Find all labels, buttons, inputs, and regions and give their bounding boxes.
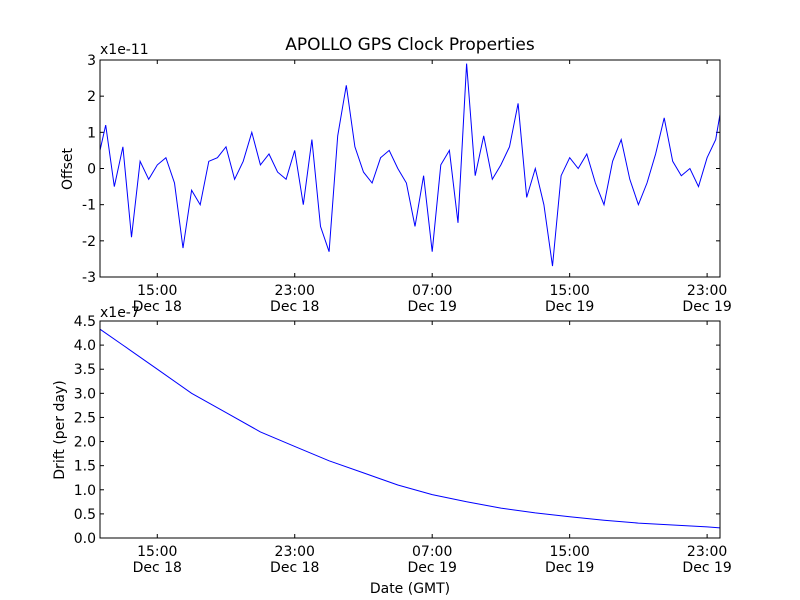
offset-panel: APOLLO GPS Clock Properties x1e-11 3 2 1 0 -…: [60, 35, 732, 315]
drift-x-tick-time: 23:00: [687, 544, 727, 560]
offset-y-tick-label: 2: [87, 89, 96, 105]
drift-y-ticks: 4.5 4.0 3.5 3.0 2.5 2.0 1.5 1.0 0.5 0.0: [74, 314, 720, 547]
offset-x-tick-date: Dec 19: [408, 299, 457, 315]
offset-y-tick-label: -2: [82, 234, 96, 250]
drift-y-axis-label: Drift (per day): [52, 380, 68, 479]
drift-x-tick-date: Dec 18: [133, 560, 182, 576]
offset-x-tick-date: Dec 19: [545, 299, 594, 315]
drift-multiplier: x1e-7: [100, 305, 140, 321]
offset-x-tick-time: 15:00: [549, 283, 589, 299]
offset-multiplier: x1e-11: [100, 42, 149, 58]
drift-y-tick-label: 2.0: [74, 435, 96, 451]
drift-y-tick-label: 1.0: [74, 483, 96, 499]
offset-x-tick-date: Dec 18: [270, 299, 319, 315]
drift-y-tick-label: 0.0: [74, 531, 96, 547]
offset-y-tick-label: 3: [87, 53, 96, 69]
offset-y-tick-label: 0: [87, 162, 96, 178]
drift-y-tick-label: 1.5: [74, 459, 96, 475]
drift-plot-frame: [99, 320, 721, 539]
drift-y-tick-label: 4.0: [74, 338, 96, 354]
drift-y-tick-label: 3.0: [74, 386, 96, 402]
offset-x-tick-time: 23:00: [687, 283, 727, 299]
drift-x-tick-date: Dec 19: [682, 560, 731, 576]
offset-y-tick-label: -1: [82, 198, 96, 214]
drift-x-tick-date: Dec 19: [408, 560, 457, 576]
offset-x-tick-time: 23:00: [275, 283, 315, 299]
offset-x-tick-time: 07:00: [412, 283, 452, 299]
offset-y-axis-label: Offset: [60, 147, 76, 190]
offset-y-tick-label: -3: [82, 270, 96, 286]
offset-series-line: [99, 63, 721, 267]
drift-x-tick-date: Dec 18: [270, 560, 319, 576]
offset-y-tick-label: 1: [87, 125, 96, 141]
drift-x-tick-time: 07:00: [412, 544, 452, 560]
chart-title: APOLLO GPS Clock Properties: [285, 35, 535, 55]
drift-x-tick-time: 23:00: [275, 544, 315, 560]
drift-panel: x1e-7 4.5 4.0 3.5 3.0 2.5 2.0 1.5 1.0 0.5 0.0 15:…: [52, 305, 732, 597]
offset-x-tick-date: Dec 19: [682, 299, 731, 315]
offset-x-tick-time: 15:00: [137, 283, 177, 299]
drift-series-line: [99, 328, 721, 529]
drift-x-tick-time: 15:00: [549, 544, 589, 560]
drift-y-tick-label: 0.5: [74, 507, 96, 523]
drift-y-tick-label: 3.5: [74, 362, 96, 378]
offset-x-tick-date: Dec 18: [133, 299, 182, 315]
drift-y-tick-label: 2.5: [74, 410, 96, 426]
drift-y-tick-label: 4.5: [74, 314, 96, 330]
offset-plot-frame: [99, 59, 721, 278]
drift-x-tick-date: Dec 19: [545, 560, 594, 576]
drift-x-tick-time: 15:00: [137, 544, 177, 560]
x-axis-label: Date (GMT): [370, 581, 450, 597]
